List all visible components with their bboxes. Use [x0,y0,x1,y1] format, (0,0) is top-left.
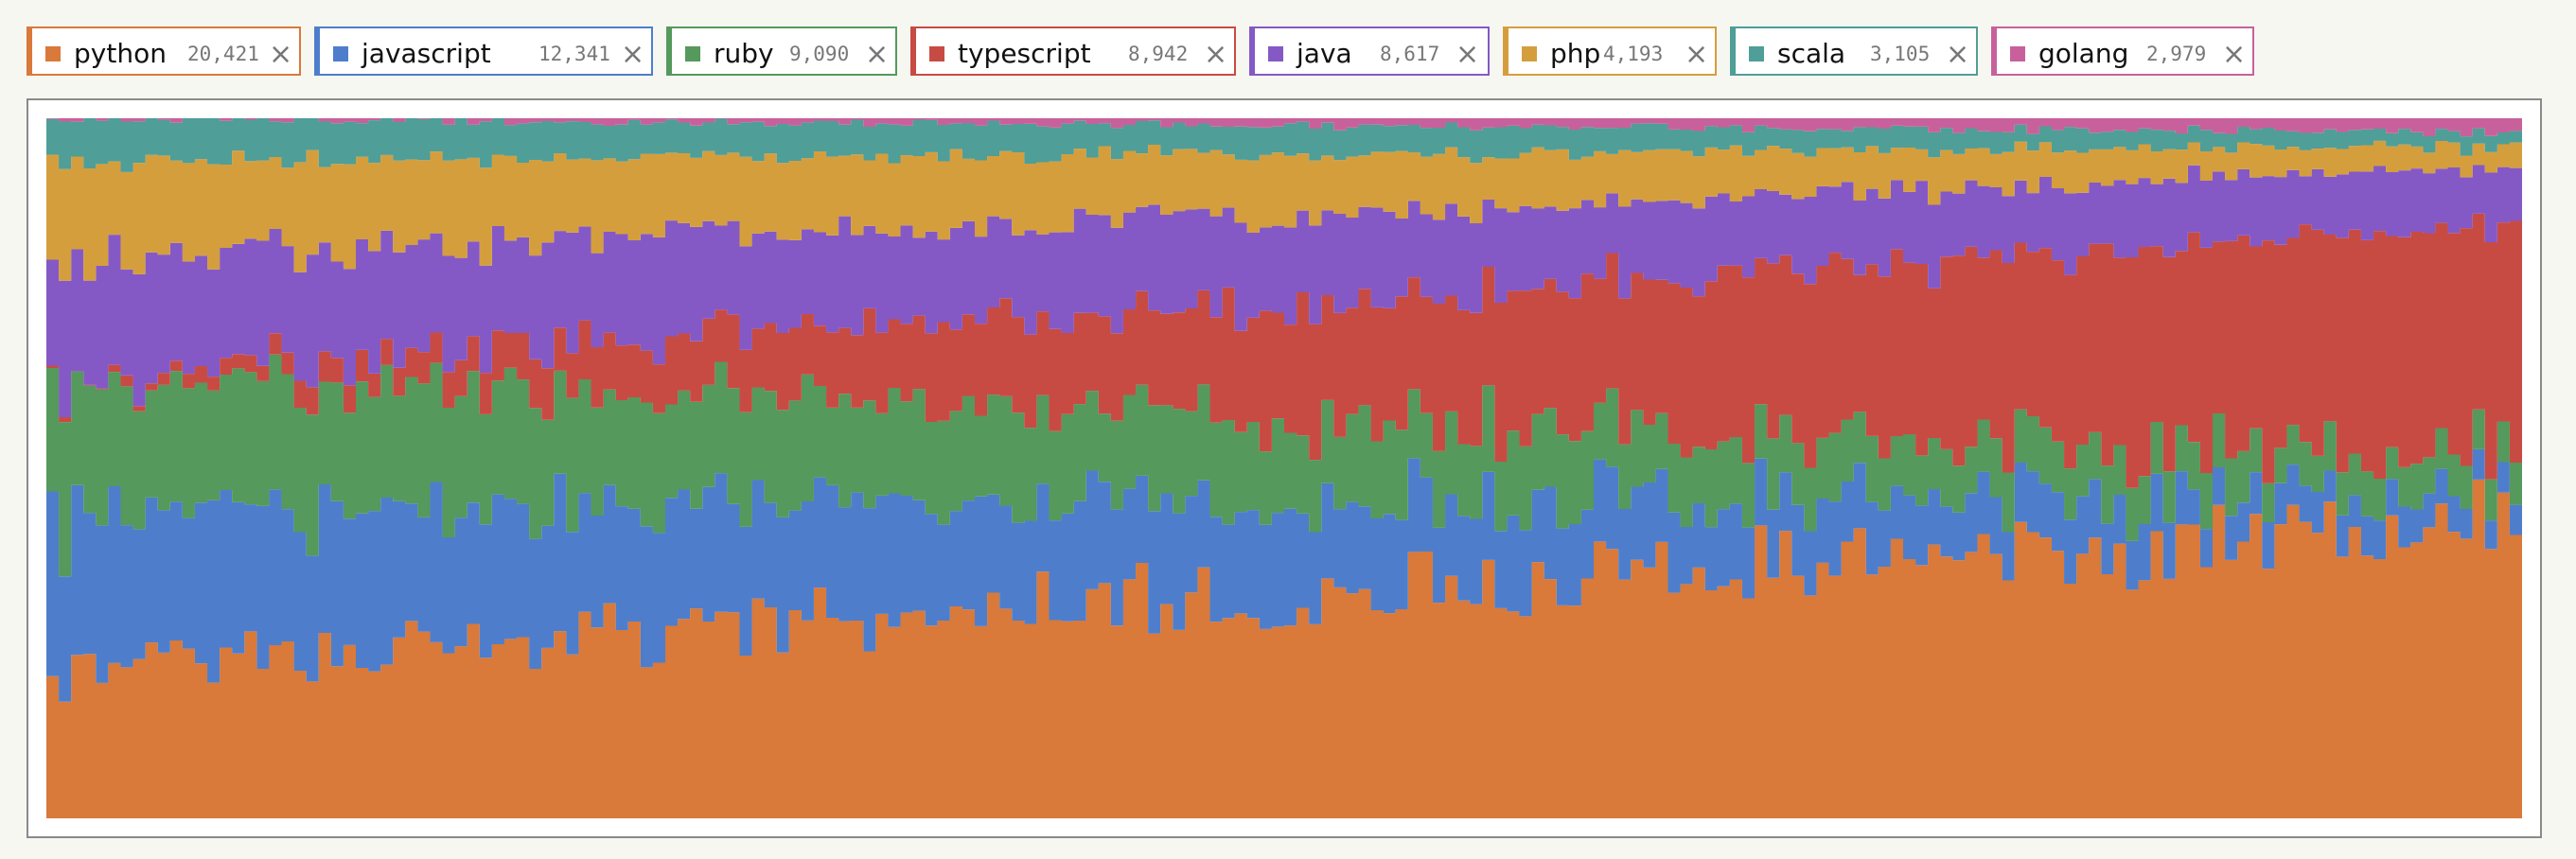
legend-label: javascript [362,38,491,69]
legend-count: 2,979 [2146,43,2207,65]
legend-chip-javascript[interactable]: javascript 12,341 × [314,26,653,76]
legend-count: 8,617 [1380,43,1440,65]
legend-count: 4,193 [1603,43,1664,65]
close-icon[interactable]: × [1946,38,1970,71]
legend: python 20,421 × javascript 12,341 × ruby 9,090 ×… [26,26,2576,79]
close-icon[interactable]: × [621,38,645,71]
close-icon[interactable]: × [269,38,293,71]
legend-label: golang [2038,38,2129,69]
legend-chip-php[interactable]: php 4,193 × [1503,26,1717,76]
legend-label: php [1550,38,1601,69]
close-icon[interactable]: × [865,38,890,71]
series-area-python [46,479,2522,818]
legend-swatch [685,46,700,61]
legend-label: python [74,38,167,69]
series-area-php [46,140,2522,281]
legend-count: 9,090 [789,43,850,65]
series-area-typescript [46,213,2522,488]
close-icon[interactable]: × [1685,38,1709,71]
legend-chip-golang[interactable]: golang 2,979 × [1991,26,2254,76]
legend-label: ruby [714,38,774,69]
chart-frame [26,98,2542,838]
stacked-area-chart [46,118,2522,818]
series-area-scala [46,118,2522,172]
legend-chip-java[interactable]: java 8,617 × [1249,26,1490,76]
legend-chip-typescript[interactable]: typescript 8,942 × [910,26,1236,76]
legend-label: java [1297,38,1352,69]
legend-swatch [45,46,61,61]
legend-count: 3,105 [1870,43,1931,65]
close-icon[interactable]: × [1204,38,1228,71]
legend-chip-scala[interactable]: scala 3,105 × [1730,26,1978,76]
legend-swatch [1268,46,1283,61]
legend-count: 8,942 [1128,43,1189,65]
legend-label: scala [1777,38,1846,69]
series-area-golang [46,118,2522,137]
legend-count: 20,421 [187,43,259,65]
legend-swatch [333,46,348,61]
legend-swatch [2010,46,2025,61]
legend-chip-ruby[interactable]: ruby 9,090 × [666,26,897,76]
legend-swatch [929,46,944,61]
legend-swatch [1522,46,1537,61]
close-icon[interactable]: × [2222,38,2247,71]
legend-count: 12,341 [538,43,610,65]
legend-label: typescript [958,38,1091,69]
legend-chip-python[interactable]: python 20,421 × [26,26,301,76]
legend-swatch [1749,46,1764,61]
close-icon[interactable]: × [1456,38,1480,71]
